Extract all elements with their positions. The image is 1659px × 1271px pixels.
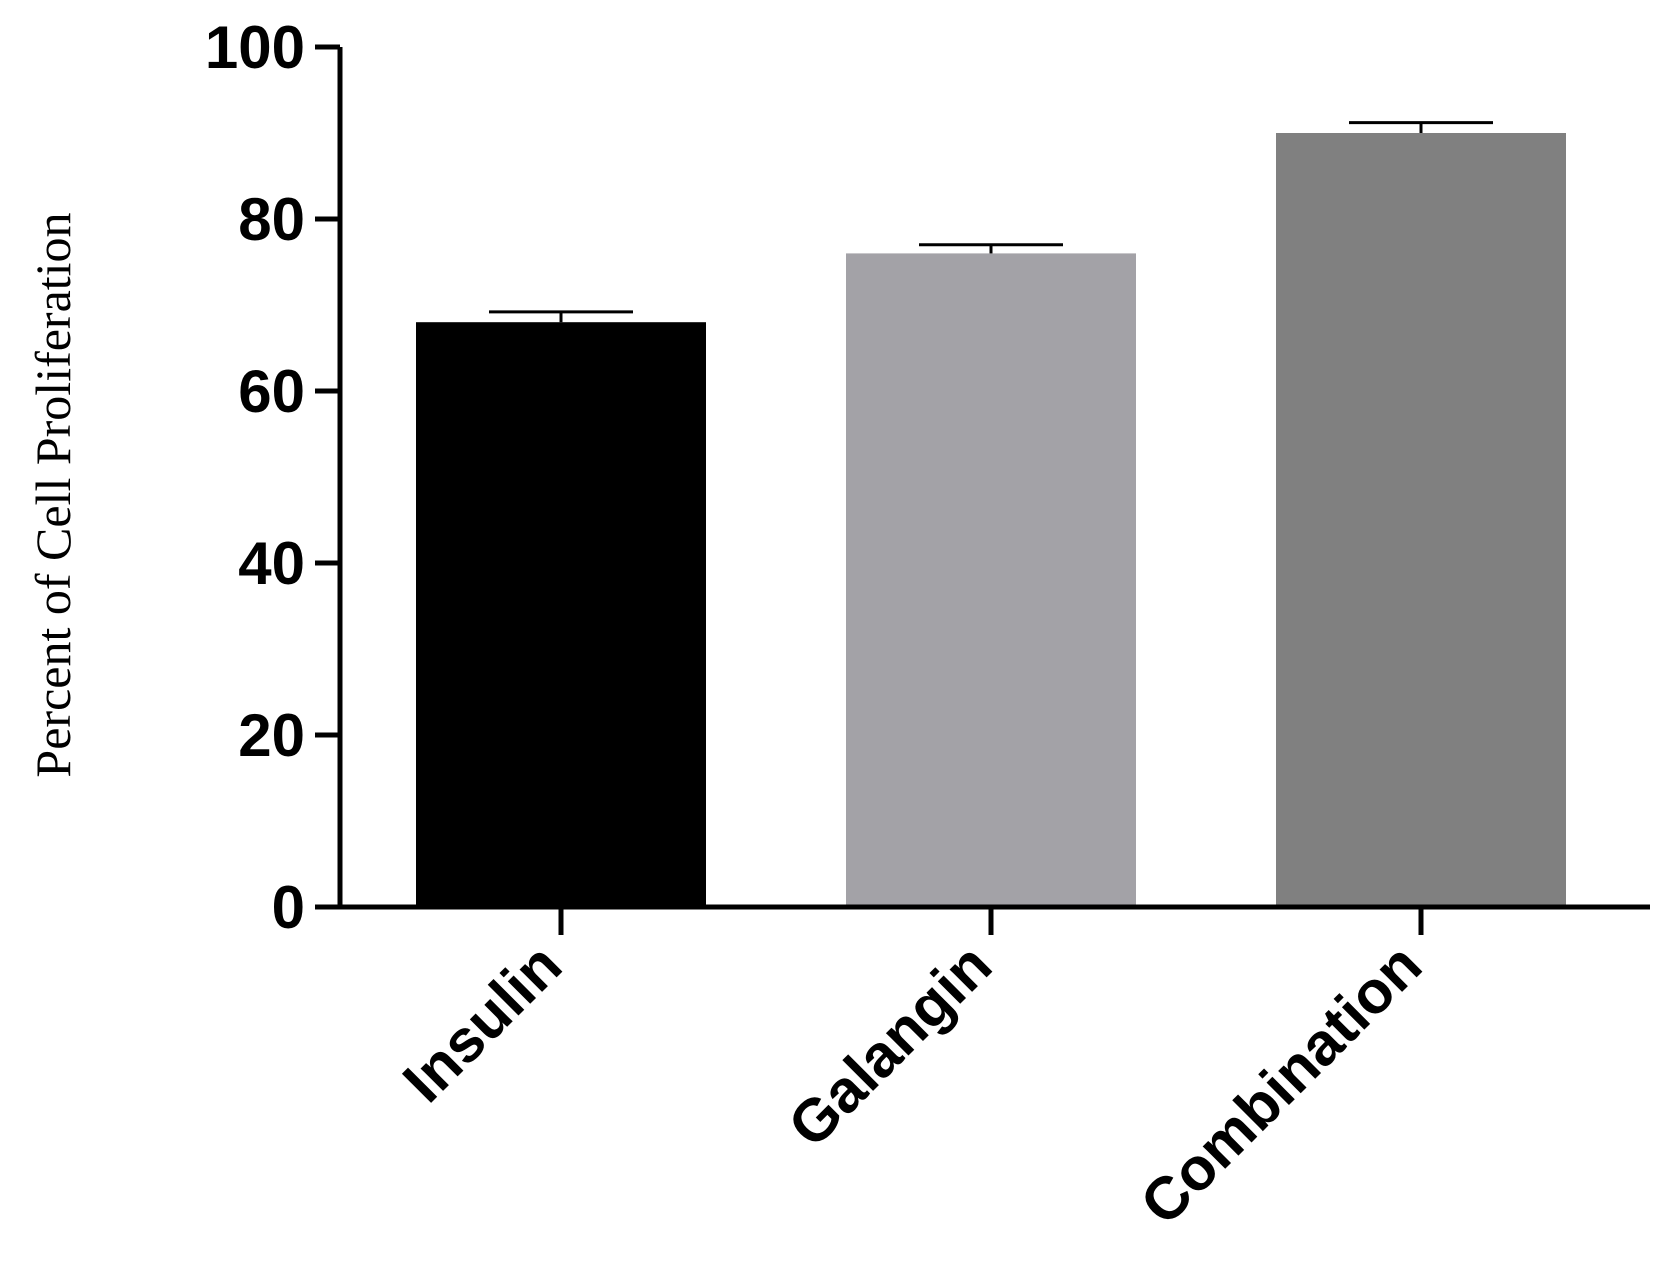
x-category-label-insulin: Insulin <box>390 931 574 1115</box>
y-tick-label: 100 <box>205 14 305 81</box>
x-category-label-combination: Combination <box>1128 931 1435 1238</box>
labels-layer: 0 20 40 60 80 100 Insulin Galangin Combination <box>205 14 1434 1237</box>
error-bars-layer <box>489 121 1493 323</box>
bars-layer <box>416 133 1566 907</box>
y-tick-label: 20 <box>238 702 305 769</box>
error-bar-galangin <box>919 243 1063 254</box>
x-category-label-galangin: Galangin <box>775 931 1004 1160</box>
y-tick-label: 0 <box>272 874 305 941</box>
bar-insulin <box>416 322 706 907</box>
y-axis-title: Percent of Cell Proliferation <box>25 212 81 777</box>
error-bar-combination <box>1349 121 1493 133</box>
y-tick-label: 40 <box>238 530 305 597</box>
bar-galangin <box>846 253 1136 907</box>
y-tick-label: 80 <box>238 186 305 253</box>
y-tick-label: 60 <box>238 358 305 425</box>
bar-combination <box>1276 133 1566 907</box>
error-bar-insulin <box>489 310 633 323</box>
axes-layer <box>315 44 1650 935</box>
